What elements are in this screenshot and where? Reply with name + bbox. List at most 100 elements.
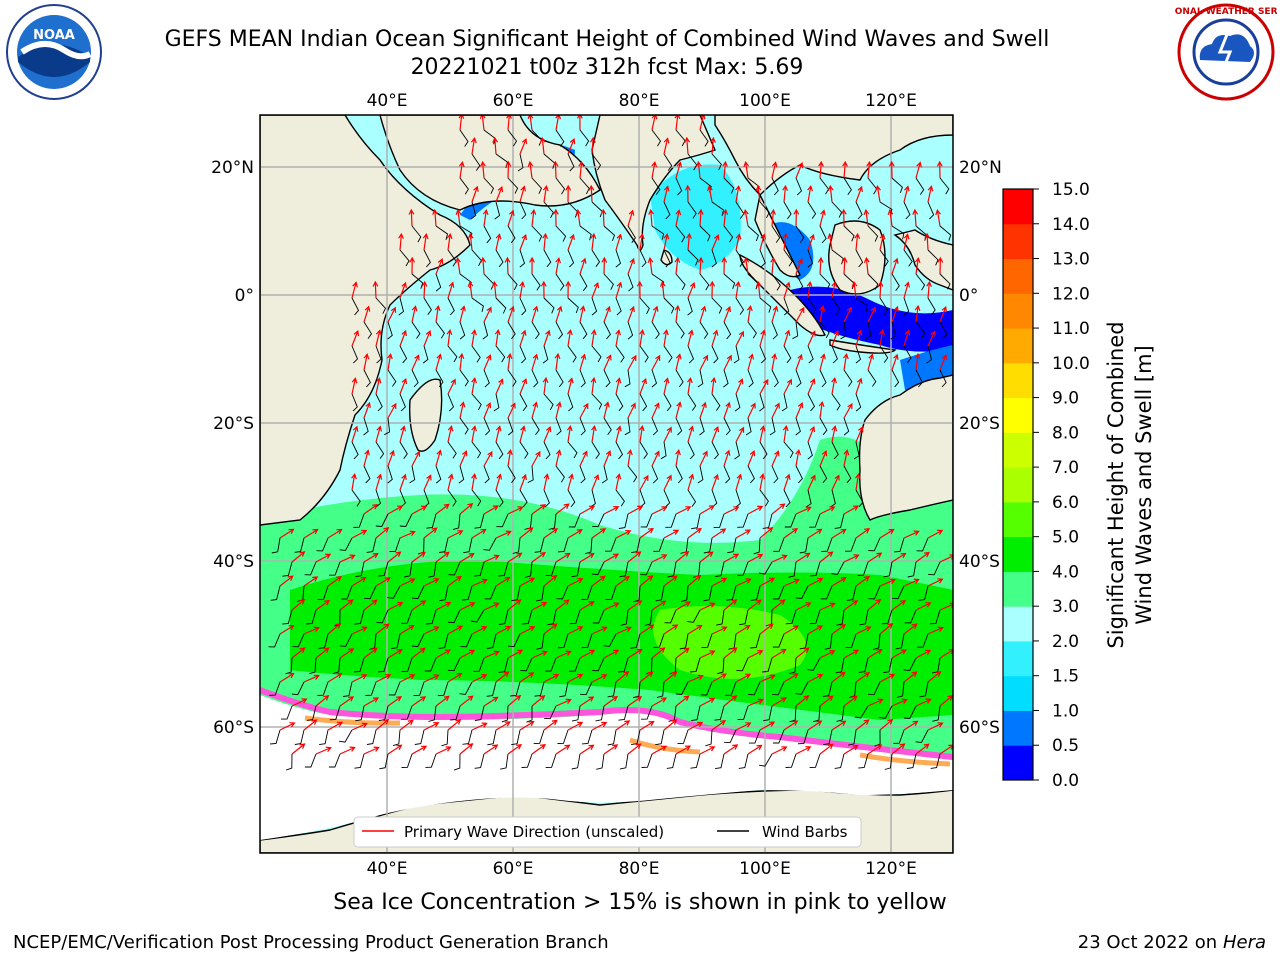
wave-arrow-head bbox=[409, 674, 416, 680]
wave-arrow-head bbox=[336, 528, 343, 535]
wave-direction-arrow bbox=[399, 625, 415, 635]
wave-direction-arrow bbox=[735, 282, 740, 299]
wave-arrow-head bbox=[820, 209, 826, 216]
wave-arrow-head bbox=[401, 473, 407, 480]
wave-arrow-head bbox=[806, 280, 813, 288]
wave-arrow-head bbox=[535, 450, 541, 457]
wind-barb bbox=[483, 465, 490, 484]
wind-barb bbox=[401, 753, 413, 768]
wave-direction-arrow bbox=[579, 258, 586, 275]
wave-arrow-head bbox=[460, 305, 466, 312]
wind-barb bbox=[368, 633, 377, 651]
wind-barb bbox=[663, 201, 671, 220]
wave-arrow-head bbox=[743, 256, 750, 264]
wind-barb bbox=[474, 561, 485, 577]
wind-barb bbox=[447, 441, 457, 459]
wave-direction-arrow bbox=[519, 672, 534, 683]
wave-arrow-head bbox=[899, 743, 906, 749]
wave-arrow-head bbox=[445, 746, 452, 752]
wind-barb bbox=[462, 585, 473, 601]
wind-barb bbox=[915, 729, 929, 743]
wind-barb bbox=[699, 321, 709, 339]
wave-arrow-head bbox=[636, 648, 643, 655]
wave-direction-arrow bbox=[903, 530, 919, 539]
wave-arrow-head bbox=[605, 450, 612, 457]
wind-barb bbox=[339, 537, 353, 551]
wind-barb bbox=[603, 321, 611, 340]
wave-arrow-head bbox=[493, 650, 500, 656]
wave-direction-arrow bbox=[375, 527, 389, 539]
wave-arrow-head bbox=[687, 376, 693, 384]
wind-barb bbox=[571, 705, 581, 722]
wave-arrow-head bbox=[911, 671, 918, 677]
wind-barb bbox=[789, 705, 797, 723]
wave-direction-arrow bbox=[531, 695, 545, 707]
wave-direction-arrow bbox=[723, 506, 739, 515]
wind-barb bbox=[690, 753, 701, 769]
wave-arrow-head bbox=[409, 578, 416, 584]
wave-direction-arrow bbox=[735, 234, 740, 251]
wind-barb bbox=[763, 705, 773, 722]
wave-arrow-head bbox=[469, 649, 476, 656]
wind-barb bbox=[460, 633, 473, 648]
wind-barb bbox=[270, 585, 281, 601]
wind-barb bbox=[389, 537, 401, 552]
wind-barb bbox=[557, 537, 569, 553]
wind-barb bbox=[435, 225, 449, 241]
wave-direction-arrow bbox=[795, 307, 805, 323]
wave-arrow-head bbox=[829, 506, 836, 512]
wind-barb bbox=[353, 657, 365, 673]
wave-direction-arrow bbox=[819, 506, 835, 515]
wave-arrow-head bbox=[684, 136, 691, 143]
wave-arrow-head bbox=[590, 232, 597, 240]
lon-label-top: 100°E bbox=[739, 91, 791, 111]
wind-barb bbox=[543, 441, 551, 460]
wave-arrow-head bbox=[852, 744, 859, 751]
wave-direction-arrow bbox=[471, 579, 487, 587]
wave-direction-arrow bbox=[867, 307, 876, 323]
wind-barb bbox=[615, 489, 625, 507]
wave-arrow-head bbox=[469, 602, 476, 608]
wind-barb bbox=[733, 345, 740, 364]
wave-arrow-head bbox=[821, 450, 828, 457]
wave-arrow-head bbox=[863, 256, 870, 263]
wind-barb bbox=[750, 633, 761, 649]
wind-barb bbox=[711, 249, 717, 268]
wave-direction-arrow bbox=[639, 624, 654, 635]
wave-arrow-head bbox=[532, 305, 539, 312]
wave-arrow-head bbox=[688, 425, 695, 432]
wave-arrow-head bbox=[913, 530, 920, 536]
wave-direction-arrow bbox=[639, 475, 649, 491]
wave-arrow-head bbox=[397, 602, 404, 608]
wave-direction-arrow bbox=[483, 744, 498, 755]
wind-barb bbox=[834, 513, 845, 529]
lat-label-left: 0° bbox=[235, 286, 254, 306]
wave-direction-arrow bbox=[435, 746, 451, 755]
wave-direction-arrow bbox=[891, 552, 906, 563]
wave-direction-arrow bbox=[759, 674, 775, 683]
wind-barb bbox=[700, 681, 713, 696]
wave-arrow-head bbox=[505, 530, 512, 536]
wave-direction-arrow bbox=[543, 719, 558, 731]
wind-barb bbox=[399, 393, 406, 412]
wave-direction-arrow bbox=[507, 599, 521, 611]
wind-barb bbox=[788, 561, 797, 578]
wind-barb bbox=[830, 489, 836, 508]
wave-direction-arrow bbox=[879, 281, 882, 299]
wave-direction-arrow bbox=[843, 554, 859, 563]
wave-direction-arrow bbox=[555, 503, 570, 515]
wave-arrow-head bbox=[697, 256, 704, 263]
wave-direction-arrow bbox=[543, 378, 547, 395]
wave-direction-arrow bbox=[745, 258, 749, 275]
wave-arrow-head bbox=[601, 721, 608, 728]
wave-direction-arrow bbox=[699, 602, 715, 611]
wind-barb bbox=[641, 705, 653, 720]
wave-arrow-head bbox=[577, 578, 584, 584]
wave-arrow-head bbox=[683, 695, 690, 701]
wave-direction-arrow bbox=[387, 649, 403, 659]
wave-arrow-head bbox=[660, 697, 667, 703]
wave-direction-arrow bbox=[735, 578, 751, 587]
wave-arrow-head bbox=[769, 577, 776, 583]
wind-barb bbox=[306, 609, 317, 625]
wind-barb bbox=[438, 633, 449, 649]
